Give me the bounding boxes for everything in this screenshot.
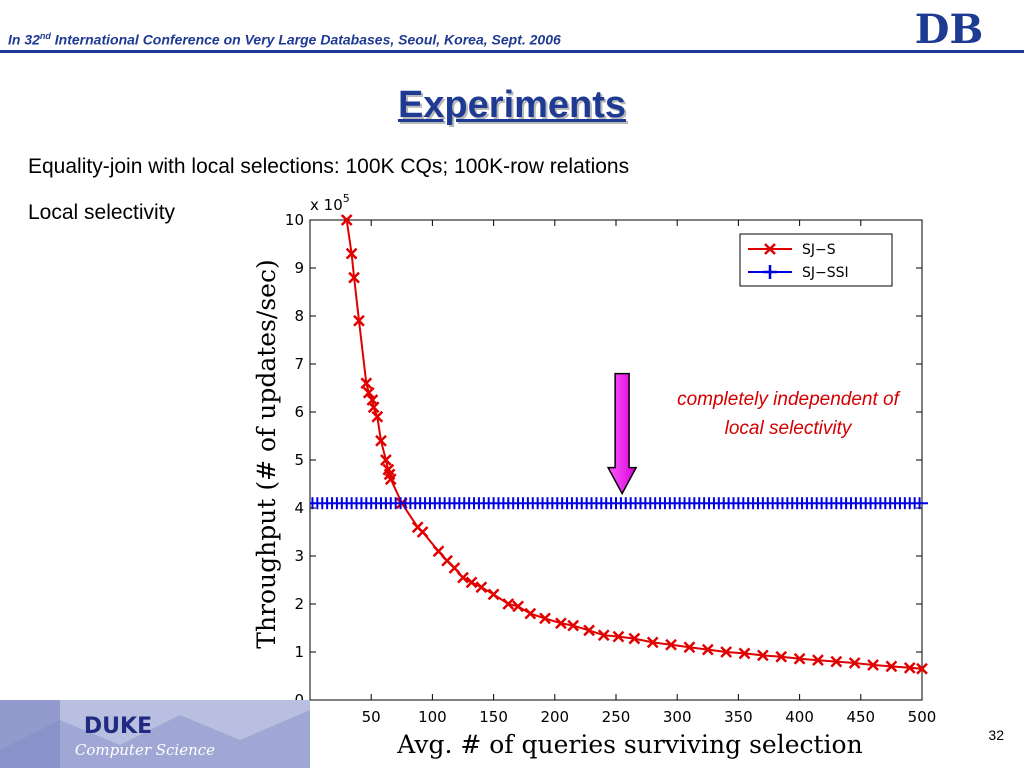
series-sj-s-point [448, 562, 461, 574]
series-sj-s-point [371, 410, 384, 423]
y-tick-label: 8 [294, 307, 304, 325]
series-sj-s-point [375, 434, 387, 447]
legend: SJ−S SJ−SSI [739, 233, 893, 287]
x-tick-label: 450 [846, 708, 875, 726]
series-sj-s-point [665, 638, 677, 651]
footer-logo-sub: Computer Science [75, 741, 215, 759]
series-sj-s-point [756, 649, 769, 662]
x-tick-label: 100 [418, 708, 447, 726]
page-number: 32 [988, 727, 1004, 743]
series-sj-s-point [524, 607, 537, 620]
annotation-text: completely independent of [677, 389, 901, 410]
series-sj-s-point [502, 598, 515, 610]
annotation-arrow [606, 372, 638, 496]
series-sj-s-point [457, 571, 469, 584]
series-layer [310, 214, 928, 675]
series-sj-s-point [345, 247, 358, 260]
x-tick-label: 200 [540, 708, 569, 726]
footer-logo-main: DUKE [84, 714, 152, 739]
series-sj-s-point [701, 643, 714, 656]
legend-label: SJ−S [802, 242, 836, 258]
y-tick-label: 2 [294, 595, 304, 613]
series-sj-s-point [867, 659, 879, 671]
y-tick-label: 9 [294, 259, 304, 277]
header-divider [0, 50, 1024, 53]
series-sj-s-point [555, 617, 567, 630]
y-axis-label: Throughput (# of updates/sec) [252, 259, 281, 648]
series-sj-s-point [384, 473, 397, 486]
series-sj-s-point [416, 526, 429, 538]
throughput-chart: 5010015020025030035040045050001234567891… [252, 192, 936, 759]
series-sj-s-point [738, 647, 751, 660]
y-tick-label: 1 [294, 643, 304, 661]
series-sj-s-point [628, 632, 641, 645]
series-sj-s-point [367, 401, 380, 414]
x-axis-label: Avg. # of queries surviving selection [396, 730, 862, 759]
series-sj-s-point [432, 545, 445, 558]
series-sj-s-point [683, 641, 696, 654]
legend-marker [764, 243, 776, 255]
series-sj-s-point [885, 660, 898, 673]
series-sj-s-point [612, 630, 625, 643]
series-sj-s-point [353, 314, 365, 327]
series-sj-s-point [348, 271, 360, 284]
y-tick-label: 3 [294, 547, 304, 565]
series-sj-s-point [362, 386, 375, 399]
annotation-layer: completely independent of local selectivi… [606, 372, 901, 496]
y-tick-label: 10 [285, 211, 304, 229]
series-sj-s-point [793, 652, 806, 665]
series-sj-s-point [830, 655, 843, 668]
bullet-join-description: Equality-join with local selections: 100… [28, 155, 630, 178]
series-sj-s-point [380, 454, 392, 466]
x-tick-label: 400 [785, 708, 814, 726]
legend-box [739, 233, 893, 287]
y-tick-label: 5 [294, 451, 304, 469]
series-sj-s-point [360, 377, 373, 390]
series-sj-s-point [512, 600, 524, 613]
y-tick-label: 7 [294, 355, 304, 373]
duke-cs-footer-logo: DUKE Computer Science [0, 700, 310, 768]
axes: 5010015020025030035040045050001234567891… [285, 192, 936, 726]
conference-header: In 32nd International Conference on Very… [8, 31, 561, 48]
series-sj-s-point [903, 661, 916, 674]
logo-lettering: DB [915, 7, 984, 49]
x-tick-label: 150 [479, 708, 508, 726]
slide-title: Experiments [397, 84, 627, 126]
series-sj-s-point [539, 612, 551, 625]
series-sj-s-point [567, 619, 580, 632]
series-sj-s-point [916, 662, 928, 675]
x-tick-label: 300 [663, 708, 692, 726]
x-tick-label: 50 [362, 708, 381, 726]
y-multiplier: x 105 [310, 192, 350, 214]
series-sj-s-point [775, 650, 788, 663]
bullet-local-selectivity: Local selectivity [28, 201, 176, 224]
series-sj-s-point [848, 657, 861, 669]
legend-marker [763, 265, 777, 279]
series-sj-s-point [720, 646, 733, 658]
series-sj-s-point [475, 581, 488, 594]
series-sj-s-line [345, 219, 923, 670]
x-tick-label: 500 [908, 708, 937, 726]
legend-label: SJ−SSI [802, 265, 849, 281]
series-sj-s-point [597, 629, 610, 642]
series-sj-s-point [583, 624, 595, 637]
series-sj-s-point [487, 588, 500, 601]
series-sj-s-point [465, 576, 478, 589]
series-sj-s-point [812, 654, 824, 667]
y-tick-label: 6 [294, 403, 304, 421]
annotation-text: local selectivity [725, 418, 853, 439]
x-tick-label: 350 [724, 708, 753, 726]
series-sj-s-point [340, 214, 353, 226]
duke-db-logo: DB [901, 7, 997, 49]
axis-labels: Avg. # of queries surviving selection Thr… [252, 259, 863, 759]
y-tick-label: 4 [294, 499, 304, 517]
series-sj-s-point [646, 636, 659, 649]
x-tick-label: 250 [602, 708, 631, 726]
